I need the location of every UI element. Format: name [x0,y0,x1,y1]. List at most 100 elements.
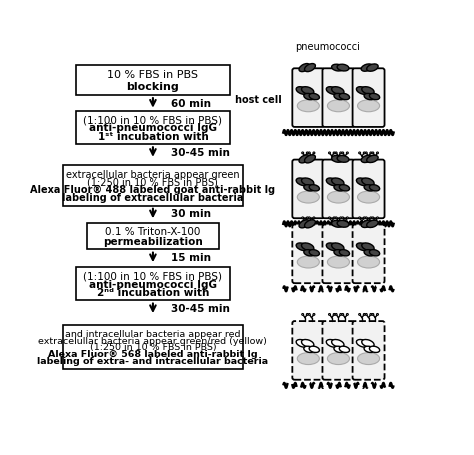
Circle shape [328,153,330,155]
Ellipse shape [339,346,349,353]
Ellipse shape [361,156,373,163]
Ellipse shape [339,94,349,101]
Circle shape [346,153,348,155]
Ellipse shape [332,179,344,186]
Ellipse shape [332,65,344,72]
Ellipse shape [332,221,344,228]
Circle shape [363,153,365,155]
Ellipse shape [367,221,378,228]
Text: 30-45 min: 30-45 min [171,303,230,313]
Ellipse shape [364,94,374,101]
Ellipse shape [328,257,349,268]
Circle shape [333,217,335,219]
Ellipse shape [337,221,349,228]
Ellipse shape [364,346,374,353]
FancyBboxPatch shape [353,160,384,219]
Ellipse shape [326,243,338,251]
Ellipse shape [332,87,344,95]
Ellipse shape [357,257,380,268]
Circle shape [313,217,315,219]
Ellipse shape [369,185,380,192]
Ellipse shape [357,353,380,365]
Ellipse shape [339,250,349,256]
Ellipse shape [367,156,378,163]
FancyBboxPatch shape [292,160,324,219]
Circle shape [346,314,348,316]
Text: Alexa Fluor® 568 labeled anti-rabbit Ig: Alexa Fluor® 568 labeled anti-rabbit Ig [48,349,258,358]
Circle shape [346,217,348,219]
Ellipse shape [297,101,319,112]
Text: anti-pneumococci IgG: anti-pneumococci IgG [89,123,217,133]
Ellipse shape [357,192,380,203]
Ellipse shape [356,179,369,186]
Text: (1:100 in 10 % FBS in PBS): (1:100 in 10 % FBS in PBS) [83,271,222,281]
Ellipse shape [301,243,314,251]
Ellipse shape [332,243,344,251]
Ellipse shape [304,94,314,101]
Circle shape [306,217,308,219]
Circle shape [309,217,310,219]
Ellipse shape [356,243,369,251]
Ellipse shape [334,250,344,256]
Circle shape [359,314,361,316]
FancyBboxPatch shape [76,111,230,145]
Circle shape [333,153,335,155]
Circle shape [342,153,344,155]
Circle shape [335,153,337,155]
FancyBboxPatch shape [63,325,243,369]
Ellipse shape [334,94,344,101]
Ellipse shape [357,101,380,112]
Ellipse shape [299,220,310,228]
FancyBboxPatch shape [87,224,219,250]
Circle shape [309,153,310,155]
Circle shape [335,217,337,219]
FancyBboxPatch shape [322,321,355,380]
Ellipse shape [337,156,349,163]
Ellipse shape [309,185,319,192]
FancyBboxPatch shape [353,69,384,128]
Ellipse shape [296,87,309,95]
Ellipse shape [304,156,315,163]
Text: 30-45 min: 30-45 min [171,148,230,158]
Ellipse shape [339,185,349,192]
FancyBboxPatch shape [353,225,384,283]
Circle shape [370,217,372,219]
Circle shape [340,314,342,316]
Text: 15 min: 15 min [171,253,211,263]
Ellipse shape [296,243,309,251]
Ellipse shape [301,340,314,348]
Circle shape [370,153,372,155]
Ellipse shape [297,192,319,203]
Text: host cell: host cell [235,95,282,105]
Ellipse shape [304,185,314,192]
Ellipse shape [304,220,315,228]
FancyBboxPatch shape [322,160,355,219]
Circle shape [376,314,378,316]
Circle shape [372,217,374,219]
FancyBboxPatch shape [322,69,355,128]
Text: Alexa Fluor® 488 labeled goat anti-rabbit Ig: Alexa Fluor® 488 labeled goat anti-rabbi… [30,185,275,195]
Circle shape [372,153,374,155]
Text: anti-pneumococci IgG: anti-pneumococci IgG [89,279,217,289]
Text: pneumococci: pneumococci [295,42,360,52]
Ellipse shape [296,340,309,348]
Ellipse shape [364,185,374,192]
Ellipse shape [362,87,374,95]
Text: (1:250 in 10 % FBS in PBS): (1:250 in 10 % FBS in PBS) [90,343,216,352]
Circle shape [302,217,304,219]
Text: 60 min: 60 min [171,99,211,109]
Circle shape [342,217,344,219]
Text: (1:100 in 10 % FBS in PBS): (1:100 in 10 % FBS in PBS) [83,115,222,125]
Ellipse shape [309,94,319,101]
Circle shape [370,314,372,316]
Circle shape [309,314,310,316]
Ellipse shape [362,179,374,186]
FancyBboxPatch shape [76,66,230,96]
Ellipse shape [326,340,338,348]
Circle shape [328,314,330,316]
FancyBboxPatch shape [76,268,230,301]
Ellipse shape [369,94,380,101]
Text: 30 min: 30 min [171,209,211,219]
Ellipse shape [356,340,369,348]
Ellipse shape [356,87,369,95]
